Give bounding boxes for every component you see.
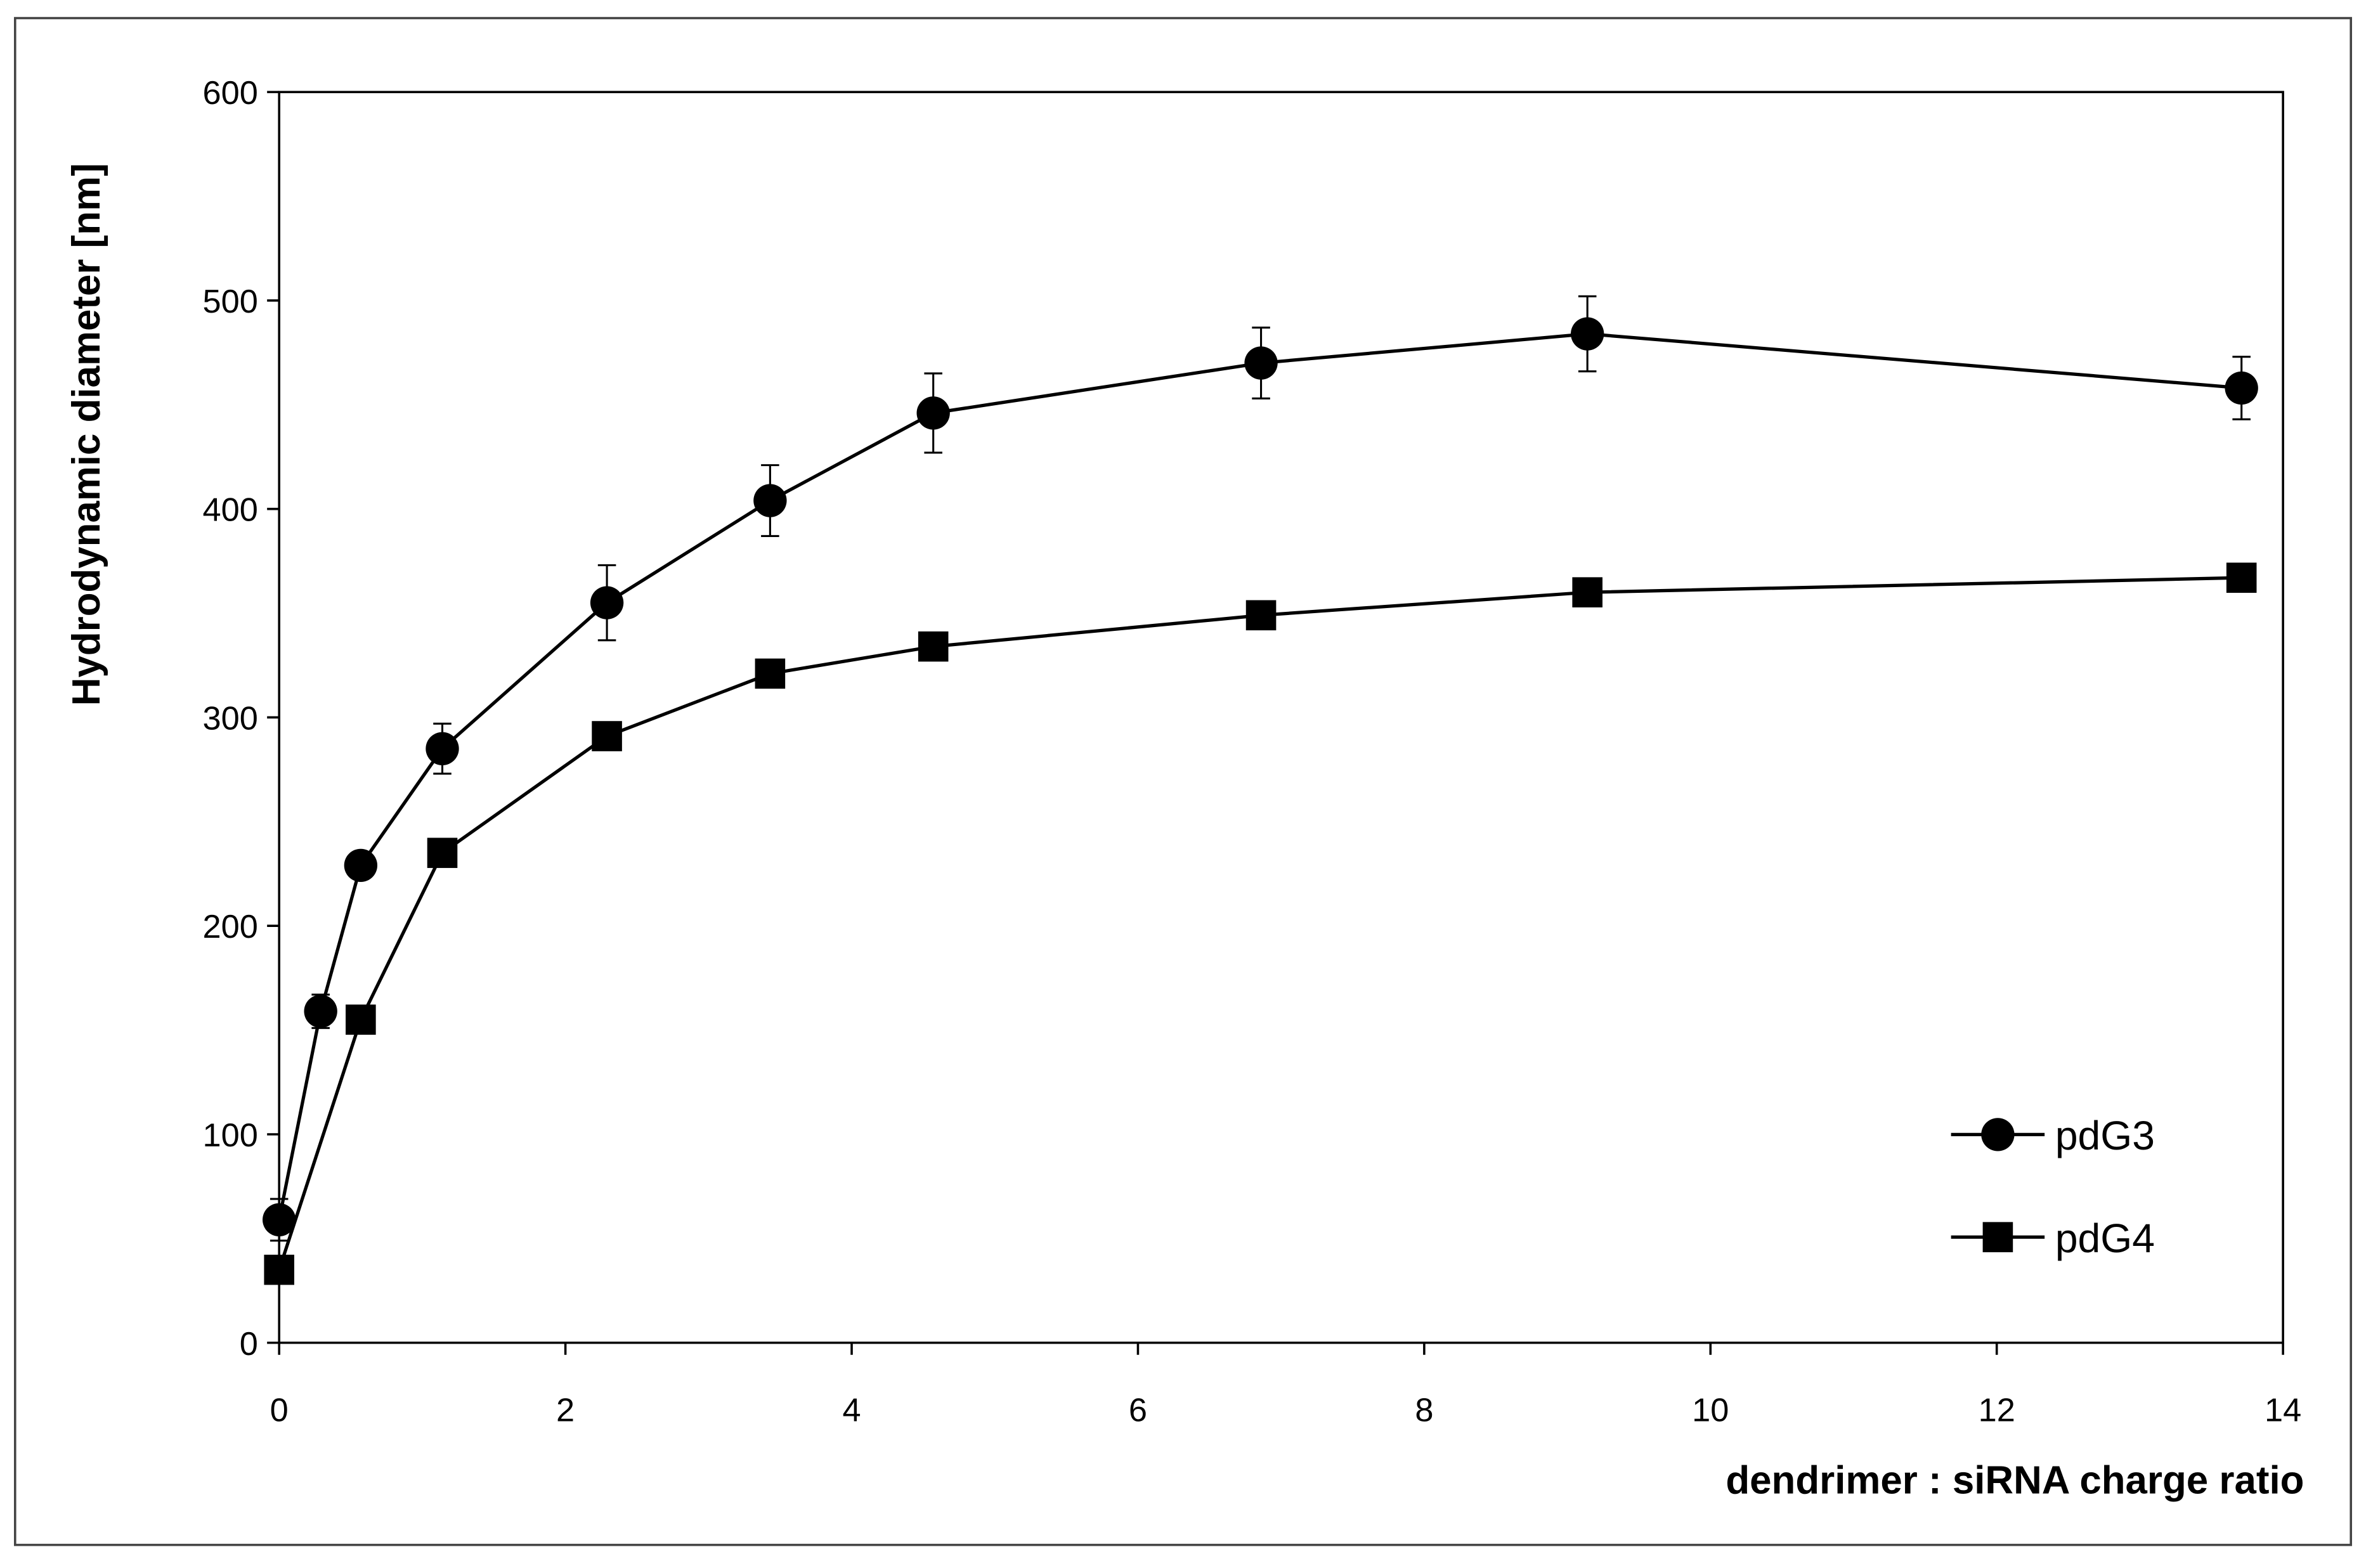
marker [592, 721, 622, 751]
marker [2225, 371, 2258, 405]
marker [344, 848, 378, 883]
x-tick-label: 14 [2265, 1392, 2301, 1429]
marker [2226, 562, 2257, 593]
y-axis-label: Hydrodynamic diameter [nm] [65, 163, 108, 706]
y-tick-label: 100 [203, 1117, 258, 1154]
series-line [277, 332, 2242, 1221]
marker [263, 1203, 296, 1236]
x-tick-label: 6 [1129, 1392, 1147, 1429]
marker [590, 586, 624, 619]
x-axis-label: dendrimer : siRNA charge ratio [1726, 1459, 2304, 1503]
x-tick-label: 12 [1979, 1392, 2015, 1429]
y-tick-label: 200 [203, 909, 258, 945]
marker [755, 658, 786, 689]
marker [918, 631, 949, 662]
x-tick-label: 8 [1415, 1392, 1433, 1429]
x-tick-label: 0 [270, 1392, 289, 1429]
marker [346, 1004, 376, 1035]
legend-marker [1981, 1118, 2015, 1151]
marker [427, 838, 458, 868]
marker [1572, 577, 1602, 607]
marker [1245, 600, 1277, 631]
series-line [277, 576, 2242, 1271]
marker [1571, 317, 1604, 351]
marker [1244, 346, 1278, 380]
plot-area [278, 91, 2284, 1344]
legend-label: pdG4 [2055, 1215, 2155, 1261]
legend-marker [1982, 1222, 2013, 1252]
chart-frame [14, 16, 2352, 1546]
y-tick-label: 600 [203, 75, 258, 112]
legend-label: pdG3 [2055, 1113, 2155, 1158]
marker [753, 484, 787, 517]
x-tick-label: 4 [842, 1392, 861, 1429]
marker [264, 1254, 294, 1285]
y-tick-label: 300 [203, 700, 258, 737]
marker [916, 396, 950, 430]
x-tick-label: 2 [556, 1392, 575, 1429]
marker [304, 994, 337, 1028]
x-tick-label: 10 [1692, 1392, 1729, 1429]
marker [426, 732, 459, 765]
y-tick-label: 400 [203, 492, 258, 529]
y-tick-label: 500 [203, 283, 258, 320]
y-tick-label: 0 [240, 1326, 258, 1363]
